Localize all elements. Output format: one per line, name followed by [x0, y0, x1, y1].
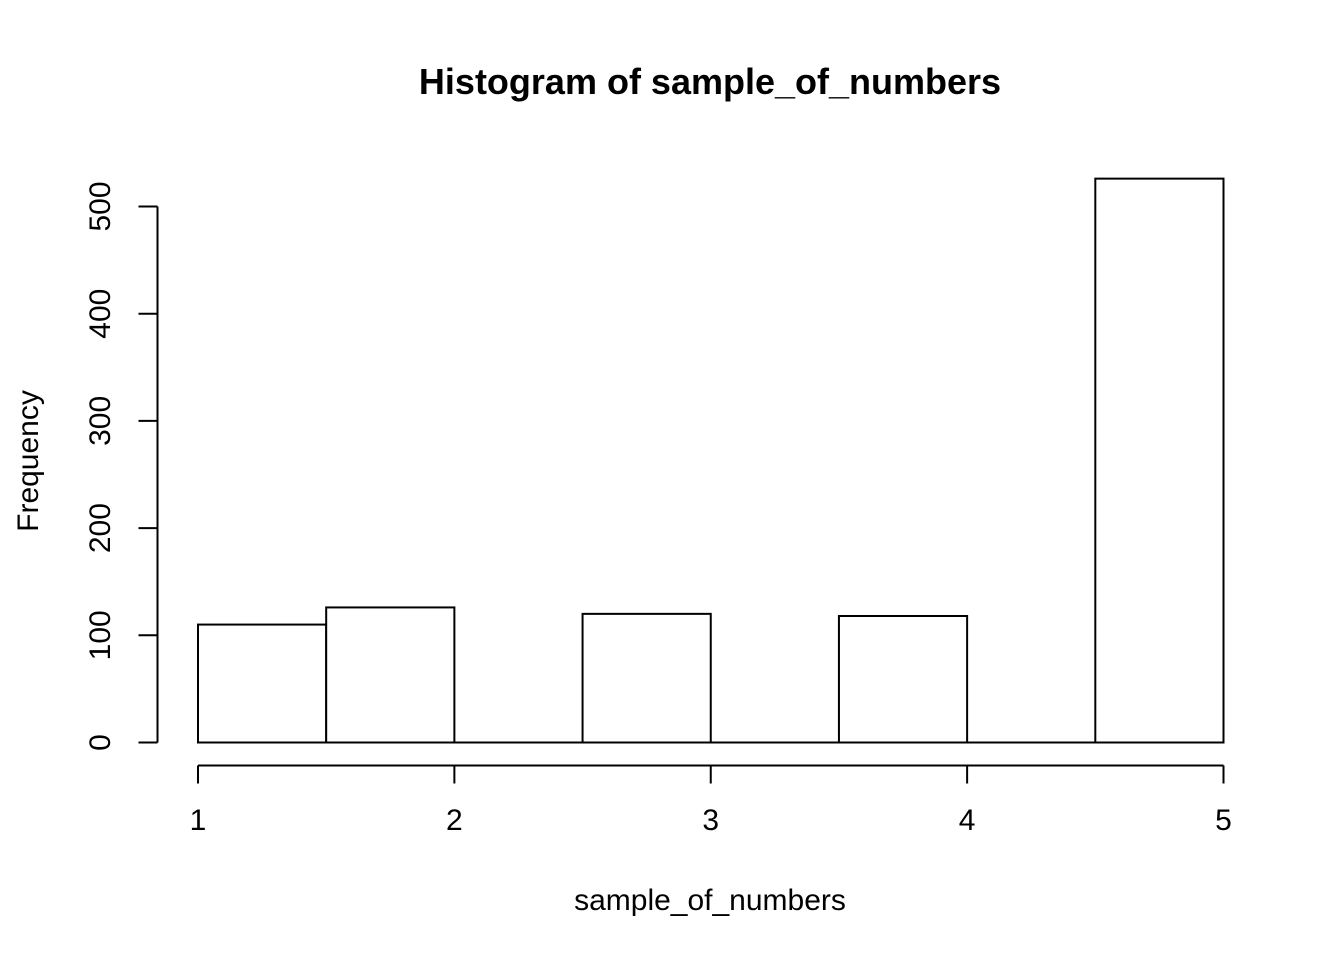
chart-title: Histogram of sample_of_numbers [419, 61, 1001, 102]
x-axis-label: sample_of_numbers [574, 884, 846, 917]
histogram-bar [325, 606, 456, 744]
histogram-bar [1094, 177, 1225, 744]
y-tick-label: 400 [84, 289, 117, 339]
y-axis-label: Frequency [12, 390, 45, 532]
axes-group: 0 100 200 300 400 500 1 2 3 4 5 [84, 181, 1232, 837]
x-tick-label: 4 [959, 804, 976, 837]
y-tick-label: 200 [84, 503, 117, 553]
y-tick-label: 0 [84, 734, 117, 751]
y-tick-label: 100 [84, 610, 117, 660]
y-tick-label: 500 [84, 181, 117, 231]
histogram-bar [581, 612, 712, 744]
y-tick-label: 300 [84, 396, 117, 446]
x-tick-label: 5 [1215, 804, 1232, 837]
bars-group [197, 177, 1225, 744]
x-tick-label: 1 [190, 804, 207, 837]
histogram-bar [197, 623, 328, 744]
histogram-bar [837, 615, 969, 744]
x-tick-label: 3 [702, 804, 719, 837]
x-tick-label: 2 [446, 804, 463, 837]
